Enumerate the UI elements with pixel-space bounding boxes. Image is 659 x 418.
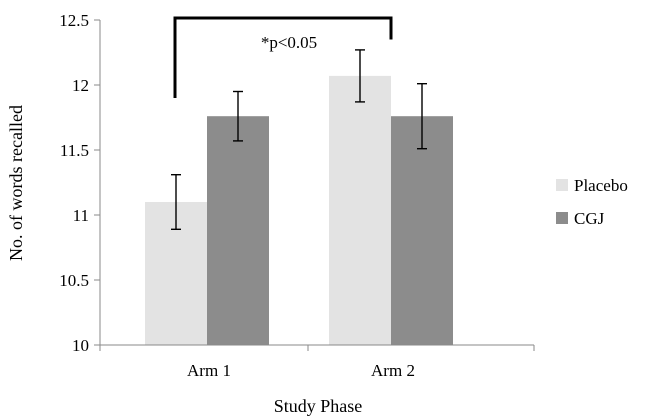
significance-label: *p<0.05 (261, 33, 317, 52)
y-tick-label: 12.5 (59, 11, 89, 30)
bar-cgj-1 (207, 116, 269, 345)
x-axis-title: Study Phase (274, 396, 363, 416)
annotation-layer: *p<0.05 (173, 16, 393, 98)
y-tick-label: 12 (72, 76, 89, 95)
legend-swatch-cgj (556, 212, 568, 224)
x-tick-label: Arm 2 (371, 361, 415, 380)
legend-label-placebo: Placebo (574, 176, 628, 195)
y-tick-label: 10.5 (59, 271, 89, 290)
bar-cgj-2 (391, 116, 453, 345)
legend-label-cgj: CGJ (574, 209, 605, 228)
y-axis-title: No. of words recalled (6, 105, 26, 261)
bar-placebo-2 (329, 75, 391, 346)
legend-swatch-placebo (556, 179, 568, 191)
significance-bracket (173, 16, 393, 98)
y-tick-label: 10 (72, 336, 89, 355)
x-tick-label: Arm 1 (187, 361, 231, 380)
axes-layer: 10 10.5 11 11.5 12 12.5 Arm 1 Arm 2 (59, 11, 535, 380)
y-tick-label: 11 (73, 206, 89, 225)
error-bars-layer (171, 49, 427, 231)
legend: Placebo CGJ (556, 176, 628, 228)
y-tick-label: 11.5 (60, 141, 89, 160)
bars-layer (145, 75, 453, 346)
